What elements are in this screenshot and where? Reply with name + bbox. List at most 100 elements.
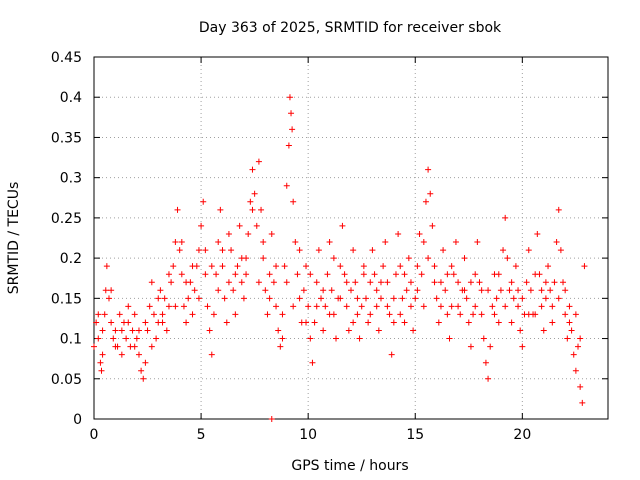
data-point xyxy=(148,343,155,350)
data-point xyxy=(279,311,286,318)
data-point xyxy=(174,206,181,213)
y-tick-label: 0.05 xyxy=(51,372,82,388)
data-point xyxy=(131,311,138,318)
data-point xyxy=(579,399,586,406)
data-point xyxy=(178,271,185,278)
data-point xyxy=(251,190,258,197)
data-point xyxy=(420,239,427,246)
data-point xyxy=(225,279,232,286)
data-point xyxy=(350,319,357,326)
data-point xyxy=(422,198,429,205)
data-point xyxy=(289,126,296,133)
data-point xyxy=(373,303,380,310)
data-point xyxy=(495,271,502,278)
data-point xyxy=(384,279,391,286)
data-point xyxy=(448,263,455,270)
data-point xyxy=(377,295,384,302)
data-point xyxy=(532,311,539,318)
data-point xyxy=(296,247,303,254)
data-point xyxy=(512,263,519,270)
data-point xyxy=(243,255,250,262)
data-point xyxy=(157,287,164,294)
data-point xyxy=(168,279,175,286)
data-point xyxy=(362,295,369,302)
data-point xyxy=(397,263,404,270)
data-point xyxy=(95,311,102,318)
grid-lines xyxy=(94,57,608,419)
x-tick-label: 5 xyxy=(197,427,206,443)
data-point xyxy=(326,239,333,246)
data-point xyxy=(328,287,335,294)
data-point xyxy=(210,311,217,318)
data-point xyxy=(198,222,205,229)
data-point xyxy=(515,287,522,294)
data-point xyxy=(313,303,320,310)
data-point xyxy=(183,319,190,326)
data-point xyxy=(467,343,474,350)
data-point xyxy=(508,319,515,326)
data-point xyxy=(223,319,230,326)
data-point xyxy=(268,230,275,237)
data-point xyxy=(108,319,115,326)
data-point xyxy=(170,263,177,270)
data-point xyxy=(478,287,485,294)
data-point xyxy=(463,295,470,302)
data-point xyxy=(333,335,340,342)
data-point xyxy=(345,327,352,334)
data-point xyxy=(165,271,172,278)
data-point xyxy=(116,311,123,318)
data-point xyxy=(172,303,179,310)
data-point xyxy=(360,263,367,270)
data-point xyxy=(547,287,554,294)
data-point xyxy=(307,271,314,278)
data-point xyxy=(131,343,138,350)
data-point xyxy=(365,319,372,326)
data-point xyxy=(230,287,237,294)
data-point xyxy=(542,295,549,302)
data-point xyxy=(482,359,489,366)
data-point xyxy=(367,279,374,286)
data-point xyxy=(343,303,350,310)
data-point xyxy=(255,158,262,165)
data-points xyxy=(91,94,588,422)
data-point xyxy=(416,230,423,237)
data-point xyxy=(337,295,344,302)
data-point xyxy=(255,279,262,286)
data-point xyxy=(215,239,222,246)
data-point xyxy=(266,295,273,302)
data-point xyxy=(195,247,202,254)
data-point xyxy=(183,279,190,286)
data-point xyxy=(467,279,474,286)
data-point xyxy=(215,287,222,294)
data-point xyxy=(339,222,346,229)
data-point xyxy=(472,303,479,310)
data-point xyxy=(273,263,280,270)
data-point xyxy=(382,239,389,246)
data-point xyxy=(388,351,395,358)
data-point xyxy=(540,327,547,334)
data-point xyxy=(452,239,459,246)
data-point xyxy=(401,319,408,326)
x-tick-label: 15 xyxy=(406,427,424,443)
data-point xyxy=(129,327,136,334)
data-point xyxy=(105,295,112,302)
data-point xyxy=(172,239,179,246)
data-point xyxy=(491,311,498,318)
x-tick-label: 20 xyxy=(513,427,531,443)
data-point xyxy=(519,343,526,350)
data-point xyxy=(549,303,556,310)
data-point xyxy=(405,255,412,262)
data-point xyxy=(307,335,314,342)
data-point xyxy=(581,263,588,270)
data-point xyxy=(135,351,142,358)
data-point xyxy=(549,319,556,326)
data-point xyxy=(360,271,367,278)
data-point xyxy=(437,303,444,310)
data-point xyxy=(320,327,327,334)
data-point xyxy=(352,279,359,286)
x-axis-label: GPS time / hours xyxy=(291,458,408,474)
data-point xyxy=(534,230,541,237)
data-point xyxy=(343,279,350,286)
data-point xyxy=(390,319,397,326)
data-point xyxy=(418,271,425,278)
